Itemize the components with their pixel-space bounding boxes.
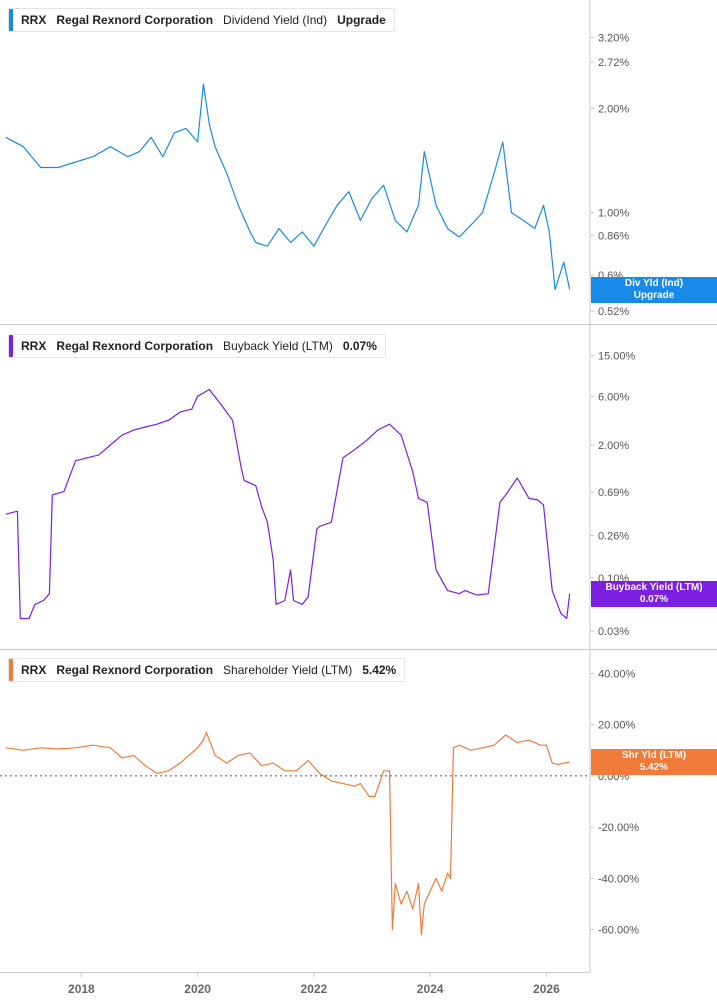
y-tick-label: 1.00% (598, 208, 629, 220)
legend-color-bar (9, 9, 13, 31)
badge-value: Upgrade (633, 290, 675, 301)
y-tick-label: -20.00% (598, 822, 639, 834)
legend-ticker: RRX (21, 663, 47, 677)
y-tick-label: 0.86% (598, 230, 629, 242)
legend-color-bar (9, 335, 13, 357)
y-tick-label: 0.26% (598, 530, 629, 542)
y-tick-label: 40.00% (598, 668, 636, 680)
badge-value: 5.42% (639, 762, 669, 773)
badge-title: Div Yld (Ind) (624, 278, 684, 289)
series-line-1 (5, 388, 571, 620)
legend-color-bar (9, 659, 13, 681)
legend-metric: Buyback Yield (LTM) (223, 339, 333, 353)
legend-value: 5.42% (362, 663, 397, 677)
legend-ticker: RRX (21, 339, 47, 353)
value-badge-shareholder-yield: Shr Yld (LTM) 5.42% (591, 749, 717, 775)
value-badge-dividend-yield: Div Yld (Ind) Upgrade (591, 277, 717, 303)
badge-title: Buyback Yield (LTM) (605, 582, 703, 593)
y-tick-label: -60.00% (598, 925, 639, 937)
legend-value: 0.07% (342, 339, 377, 353)
y-tick-label: 2.00% (598, 103, 629, 115)
x-axis: 2018 2020 2022 2024 2026 (68, 972, 560, 996)
x-tick-label: 2020 (184, 982, 211, 996)
y-tick-label: 0.03% (598, 626, 629, 638)
legend-company: Regal Rexnord Corporation (56, 13, 214, 27)
x-tick-label: 2026 (533, 982, 560, 996)
legend-ticker: RRX (21, 13, 47, 27)
badge-title: Shr Yld (LTM) (621, 750, 687, 761)
legend-company: Regal Rexnord Corporation (56, 663, 214, 677)
y-tick-label: 15.00% (598, 351, 636, 363)
legend-metric: Shareholder Yield (LTM) (223, 663, 353, 677)
panel-0: 3.20%2.72%2.00%1.00%0.86%0.6%0.52% (5, 33, 629, 318)
x-tick-label: 2018 (68, 982, 95, 996)
y-tick-label: -40.00% (598, 873, 639, 885)
legend-dividend-yield: RRX Regal Rexnord Corporation Dividend Y… (8, 8, 395, 32)
legend-company: Regal Rexnord Corporation (56, 339, 214, 353)
y-tick-label: 2.72% (598, 57, 629, 69)
x-tick-label: 2024 (417, 982, 444, 996)
y-tick-label: 3.20% (598, 33, 629, 45)
series-line-0 (5, 83, 571, 291)
legend-buyback-yield: RRX Regal Rexnord Corporation Buyback Yi… (8, 334, 386, 358)
x-tick-label: 2022 (301, 982, 328, 996)
y-tick-label: 0.52% (598, 306, 629, 318)
legend-metric: Dividend Yield (Ind) (223, 13, 328, 27)
y-tick-label: 20.00% (598, 720, 636, 732)
panel-2: 40.00%20.00%0.00%-20.00%-40.00%-60.00% (0, 668, 639, 937)
y-tick-label: 2.00% (598, 440, 629, 452)
value-badge-buyback-yield: Buyback Yield (LTM) 0.07% (591, 581, 717, 607)
legend-shareholder-yield: RRX Regal Rexnord Corporation Shareholde… (8, 658, 406, 682)
series-line-2 (5, 731, 570, 936)
badge-value: 0.07% (639, 594, 669, 605)
panel-1: 15.00%6.00%2.00%0.69%0.26%0.10%0.03% (5, 351, 636, 638)
legend-value[interactable]: Upgrade (337, 13, 386, 27)
y-tick-label: 0.69% (598, 487, 629, 499)
y-tick-label: 6.00% (598, 391, 629, 403)
